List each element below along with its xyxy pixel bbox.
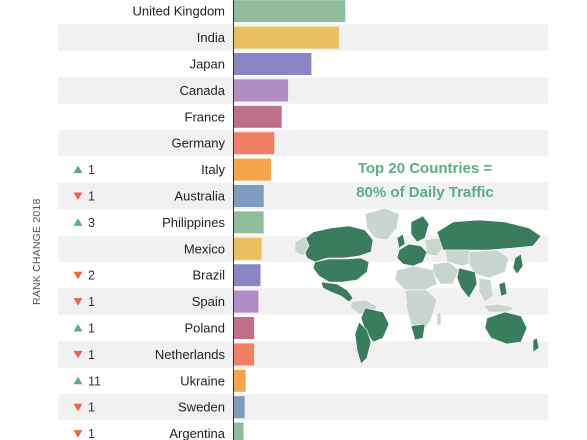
row-background <box>58 77 548 104</box>
category-label: Japan <box>190 57 225 72</box>
rank-up-icon <box>73 218 83 226</box>
map-russia <box>436 219 542 251</box>
category-label: Brazil <box>192 268 225 283</box>
map-scandinavia <box>410 215 430 243</box>
rank-change-value: 3 <box>88 216 95 230</box>
bar-sweden <box>234 396 245 419</box>
row-background <box>58 341 548 368</box>
category-label: Italy <box>201 162 225 177</box>
rank-down-icon <box>73 192 83 200</box>
rank-change-value: 1 <box>88 348 95 362</box>
rank-down-icon <box>73 298 83 306</box>
y-axis-title: RANK CHANGE 2018 <box>31 198 43 306</box>
map-madagascar <box>436 311 442 327</box>
map-usa <box>312 257 370 283</box>
rank-up-icon <box>73 324 83 332</box>
map-indonesia <box>482 303 516 313</box>
map-eastern-europe <box>424 237 444 257</box>
category-label: Ukraine <box>180 373 225 388</box>
category-labels: United Kingdom India Japan Canada France Germ… <box>133 4 226 440</box>
rank-change-value: 1 <box>88 190 95 204</box>
category-label: India <box>197 30 226 45</box>
map-new-zealand <box>532 337 540 353</box>
rank-down-icon <box>73 430 83 438</box>
bar-ukraine <box>234 369 246 392</box>
category-label: Mexico <box>184 241 225 256</box>
category-label: Spain <box>192 294 225 309</box>
row-background <box>58 394 548 421</box>
category-label: France <box>185 109 225 124</box>
bar-united-kingdom <box>234 0 346 23</box>
rank-change-value: 1 <box>88 401 95 415</box>
bar-brazil <box>234 264 261 287</box>
bar-poland <box>234 317 255 339</box>
rank-change-value: 11 <box>88 374 101 388</box>
bar-australia <box>234 185 264 207</box>
rank-change-value: 1 <box>88 163 95 177</box>
bar-canada <box>234 79 289 102</box>
rank-change-value: 2 <box>88 269 95 283</box>
map-mexico-central-america <box>320 281 354 303</box>
row-background <box>58 130 548 157</box>
category-label: Australia <box>174 189 225 204</box>
rank-down-icon <box>73 350 83 359</box>
map-japan <box>512 253 524 275</box>
category-label: Netherlands <box>155 347 226 362</box>
category-label: United Kingdom <box>133 4 226 19</box>
category-label: Poland <box>185 321 225 336</box>
map-alaska <box>294 235 310 257</box>
map-argentina <box>354 321 372 365</box>
map-philippines <box>498 281 508 297</box>
callout-line-1: Top 20 Countries = <box>357 160 493 177</box>
category-label: Philippines <box>162 215 225 230</box>
map-south-africa <box>410 323 426 341</box>
bar-argentina <box>234 422 244 440</box>
bars <box>234 0 346 440</box>
map-africa-south <box>404 289 438 335</box>
bar-philippines <box>234 211 264 234</box>
category-label: Canada <box>179 83 225 98</box>
bar-france <box>234 105 282 128</box>
map-africa-north <box>394 265 438 291</box>
category-label: Sweden <box>178 400 225 415</box>
bar-netherlands <box>234 343 255 366</box>
map-western-europe <box>396 243 428 267</box>
rank-up-icon <box>73 376 83 385</box>
rank-down-icon <box>73 403 83 412</box>
map-greenland <box>364 207 400 241</box>
callout-line-2: 80% of Daily Traffic <box>356 184 494 201</box>
category-label: Germany <box>172 136 226 151</box>
map-australia <box>484 311 528 345</box>
world-map <box>294 207 542 365</box>
bar-italy <box>234 158 272 181</box>
row-background <box>58 182 548 210</box>
bar-japan <box>234 53 312 75</box>
bar-germany <box>234 132 275 155</box>
map-canada <box>300 225 374 263</box>
map-china <box>468 249 510 279</box>
map-india <box>456 267 478 299</box>
rank-change-value: 1 <box>88 427 95 440</box>
rank-up-icon <box>73 165 83 174</box>
category-label: Argentina <box>169 426 225 440</box>
bar-mexico <box>234 237 262 260</box>
bar-spain <box>234 290 259 313</box>
map-uk <box>396 233 406 249</box>
rank-change-value: 1 <box>88 295 95 309</box>
map-middle-east <box>432 261 460 285</box>
map-southeast-asia <box>478 277 494 303</box>
bar-india <box>234 26 339 49</box>
rank-down-icon <box>73 271 83 280</box>
rank-change-value: 1 <box>88 322 95 336</box>
